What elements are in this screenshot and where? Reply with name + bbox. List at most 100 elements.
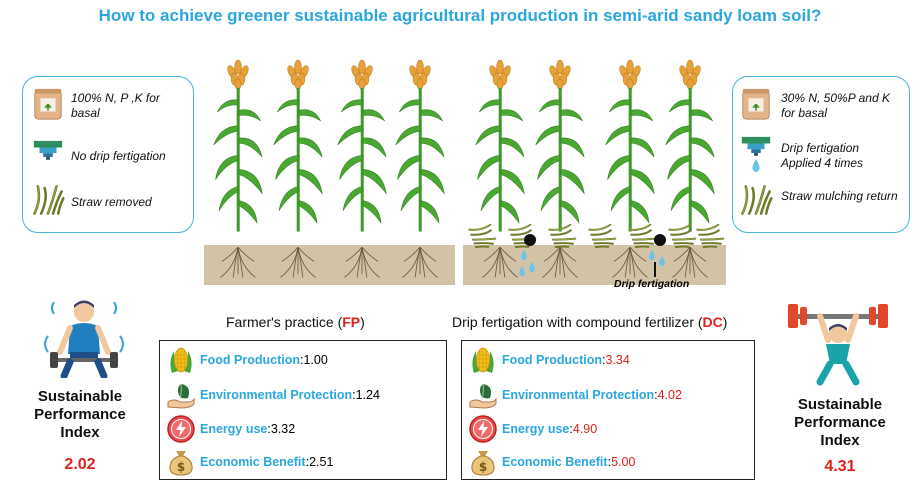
drip-fertigation-label: Drip fertigation [614, 278, 690, 290]
metric-sep: : [607, 455, 612, 469]
fp-spi-label: Sustainable Performance Index [34, 388, 126, 441]
fp-metric-food: Food Production:1.00 [166, 343, 328, 377]
water-drop-icon [658, 256, 666, 267]
dc-section-title: Drip fertigation with compound fertilize… [452, 314, 727, 330]
metric-name: Food Production [502, 353, 602, 367]
fp-metrics-box: Food Production:1.00 Environmental Prote… [159, 340, 447, 480]
metric-value: 3.34 [605, 353, 630, 367]
dc-metrics-box: Food Production:3.34 Environmental Prote… [461, 340, 755, 480]
straw-icon [31, 183, 65, 217]
metric-value: 1.24 [355, 388, 380, 402]
plant-roots [214, 246, 262, 280]
metric-name: Energy use [200, 422, 268, 436]
fp-metric-economic: Economic Benefit:2.51 [166, 445, 333, 479]
fp-title-abbr: FP [342, 314, 361, 330]
dc-title-suffix: ) [722, 314, 728, 330]
corn-plant [272, 44, 324, 246]
metric-sep: : [299, 353, 304, 367]
money-bag-icon [166, 447, 196, 477]
plant-roots [338, 246, 386, 280]
metric-value: 2.51 [309, 455, 334, 469]
dc-straw-label: Straw mulching return [781, 189, 898, 203]
metric-value: 5.00 [611, 455, 636, 469]
fp-title-prefix: Farmer's practice ( [226, 314, 343, 330]
energy-icon [166, 414, 196, 444]
dripper-off-icon [31, 139, 65, 173]
corn-plant [212, 44, 264, 246]
dc-title-prefix: Drip fertigation with compound fertilize… [452, 314, 703, 330]
leaf-hand-icon [468, 380, 498, 410]
straw-icon [739, 183, 773, 217]
weightlifter-lifting-icon [788, 304, 888, 386]
fp-spi-value: 2.02 [64, 456, 96, 473]
dc-metric-economic: Economic Benefit:5.00 [468, 445, 635, 479]
plant-roots [536, 246, 584, 280]
metric-name: Food Production [200, 353, 300, 367]
dc-irrigation-label: Drip fertigation Applied 4 times [781, 141, 864, 170]
metric-sep: : [601, 353, 606, 367]
dc-metric-environment: Environmental Protection:4.02 [468, 378, 682, 412]
energy-icon [468, 414, 498, 444]
corn-plant [394, 44, 446, 246]
corn-plant [664, 44, 716, 246]
dc-metric-food: Food Production:3.34 [468, 343, 630, 377]
metric-name: Environmental Protection [200, 388, 353, 402]
plant-roots [476, 246, 524, 280]
corn-icon [166, 345, 196, 375]
water-drop-icon [648, 250, 656, 261]
fp-fertilizer-label: 100% N, P ,K for basal [71, 91, 160, 120]
dc-fertilizer-label: 30% N, 50%P and K for basal [781, 91, 890, 120]
fp-title-suffix: ) [360, 314, 365, 330]
dc-spi-value: 4.31 [824, 458, 856, 475]
drip-emitter [654, 234, 666, 246]
fp-practice-panel: 100% N, P ,K for basal No drip fertigati… [22, 76, 194, 233]
metric-sep: : [654, 388, 658, 402]
plant-roots [274, 246, 322, 280]
straw-mulch [694, 224, 728, 248]
straw-mulch [546, 224, 580, 248]
metric-value: 1.00 [303, 353, 328, 367]
metric-name: Energy use [502, 422, 570, 436]
fp-section-title: Farmer's practice (FP) [226, 314, 365, 330]
dc-spi-label: Sustainable Performance Index [794, 396, 886, 449]
corn-plant [474, 44, 526, 246]
plant-roots [666, 246, 714, 280]
fp-soil [204, 245, 455, 285]
metric-name: Economic Benefit [502, 455, 608, 469]
leaf-hand-icon [166, 380, 196, 410]
metric-name: Environmental Protection [502, 388, 655, 402]
fp-metric-energy: Energy use:3.32 [166, 412, 295, 446]
corn-plant [336, 44, 388, 246]
dc-metric-energy: Energy use:4.90 [468, 412, 597, 446]
dc-title-abbr: DC [702, 314, 723, 330]
corn-plant [604, 44, 656, 246]
water-drop-icon [528, 262, 536, 273]
fertilizer-bag-icon [31, 87, 65, 121]
money-bag-icon [468, 447, 498, 477]
corn-icon [468, 345, 498, 375]
drip-emitter [524, 234, 536, 246]
metric-value: 4.90 [572, 422, 598, 436]
corn-plant [534, 44, 586, 246]
metric-sep: : [569, 422, 573, 436]
water-drop-icon [518, 266, 526, 277]
figure-title: How to achieve greener sustainable agric… [98, 6, 822, 25]
dc-practice-panel: 30% N, 50%P and K for basal Drip fertiga… [732, 76, 910, 233]
straw-mulch [466, 224, 500, 248]
metric-value: 3.32 [270, 422, 296, 436]
drip-pointer-line [654, 262, 656, 277]
metric-sep: : [352, 388, 356, 402]
fp-metric-environment: Environmental Protection:1.24 [166, 378, 380, 412]
water-drop-icon [520, 250, 528, 261]
weightlifter-struggling-icon [44, 300, 124, 378]
fp-irrigation-label: No drip fertigation [71, 149, 166, 163]
water-drop-icon [751, 159, 761, 173]
metric-sep: : [305, 455, 310, 469]
fp-straw-label: Straw removed [71, 195, 152, 209]
straw-mulch [586, 224, 620, 248]
metric-value: 4.02 [657, 388, 682, 402]
dc-soil [463, 245, 726, 285]
metric-sep: : [267, 422, 271, 436]
metric-name: Economic Benefit [200, 455, 306, 469]
plant-roots [396, 246, 444, 280]
